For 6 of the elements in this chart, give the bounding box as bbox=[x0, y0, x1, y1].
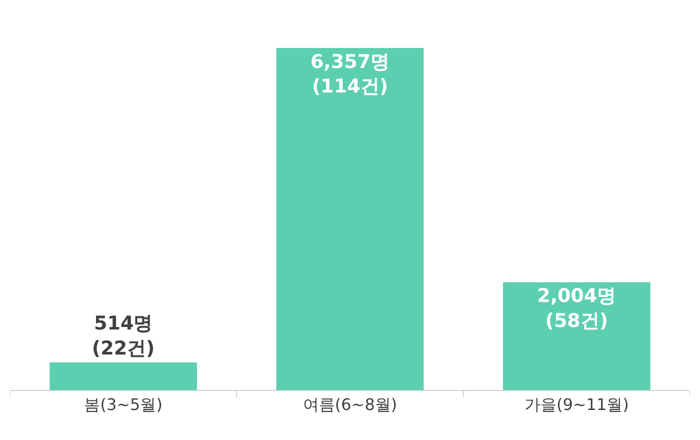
x-tick-label: 여름(6~8월) bbox=[302, 395, 398, 414]
x-tick-label: 가을(9~11월) bbox=[524, 395, 629, 414]
data-label: 514명 (22건) bbox=[92, 312, 155, 360]
x-tick-label: 봄(3~5월) bbox=[84, 395, 162, 414]
data-label: 6,357명 (114건) bbox=[310, 51, 390, 98]
data-label: 2,004명 (58건) bbox=[537, 285, 616, 332]
